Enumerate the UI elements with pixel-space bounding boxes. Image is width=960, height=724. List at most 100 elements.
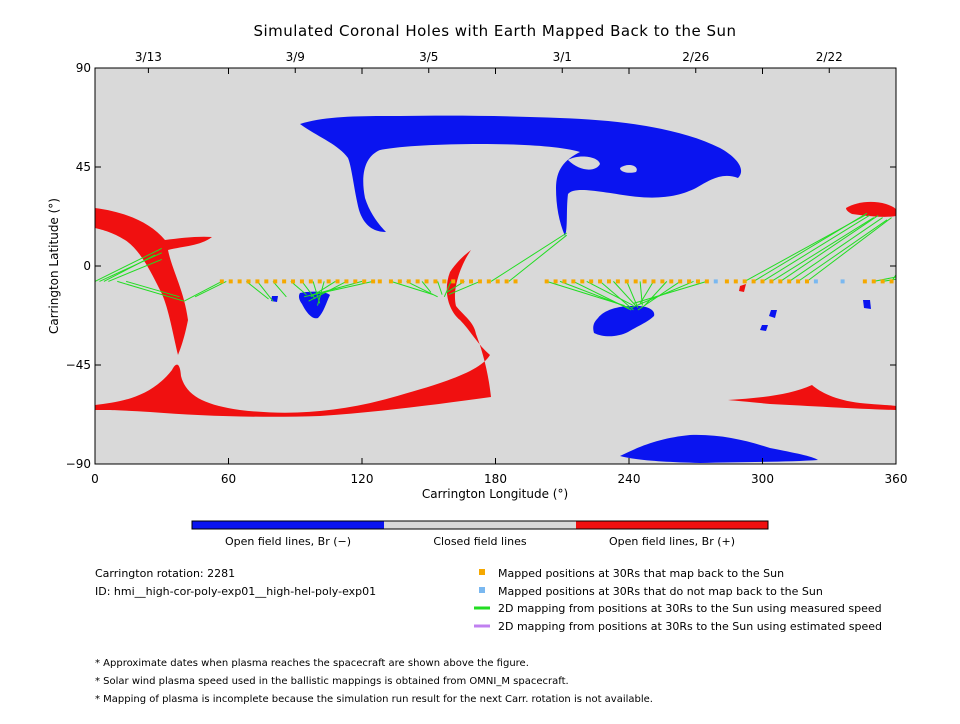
mapping-lines-layer <box>94 212 897 311</box>
x-tick-label: 180 <box>484 472 507 486</box>
mapped-back-point <box>362 279 367 284</box>
y-tick-label: 45 <box>76 160 91 174</box>
date-tick-label: 2/26 <box>682 50 709 64</box>
mapping-line <box>290 281 307 295</box>
plot-area <box>94 67 897 465</box>
mapped-back-point <box>486 279 491 284</box>
positive-coronal-hole <box>728 385 896 410</box>
polar-hole-gap-2 <box>620 165 637 173</box>
mapped-back-point <box>760 279 765 284</box>
mapped-back-point <box>353 279 358 284</box>
mapping-line <box>406 280 438 298</box>
mapped-back-point <box>335 279 340 284</box>
mapping-line <box>806 217 892 282</box>
mapped-back-point <box>424 279 429 284</box>
colorbar-positive-segment <box>576 521 768 529</box>
mapped-back-point <box>477 279 482 284</box>
mapping-line <box>639 281 654 304</box>
date-tick-label: 2/22 <box>816 50 843 64</box>
negative-coronal-hole-patch <box>863 300 871 309</box>
mapping-line <box>108 258 162 282</box>
mapped-back-point <box>769 279 774 284</box>
mapping-line <box>490 232 567 282</box>
negative-coronal-hole-patch <box>593 305 655 337</box>
run-id-text: ID: hmi__high-cor-poly-exp01__high-hel-p… <box>95 585 376 598</box>
mapping-line <box>762 214 870 282</box>
negative-coronal-hole-patch <box>760 325 768 331</box>
mapping-line <box>421 281 432 293</box>
colorbar-frame <box>191 520 769 530</box>
x-tick-label: 120 <box>351 472 374 486</box>
mapped-back-point <box>787 279 792 284</box>
mapping-line <box>390 280 434 296</box>
mapped-back-point <box>571 279 576 284</box>
mapped-back-point <box>406 279 411 284</box>
footnote-dates: * Approximate dates when plasma reaches … <box>95 658 529 669</box>
carrington-rotation-text: Carrington rotation: 2281 <box>95 567 235 580</box>
mapping-line <box>797 219 888 282</box>
mapped-back-point <box>889 279 894 284</box>
mapped-back-point <box>237 279 242 284</box>
mapping-line <box>183 280 223 302</box>
not-mapped-point <box>713 279 718 284</box>
mapped-back-point <box>687 279 692 284</box>
mapping-line <box>508 234 568 282</box>
mapping-line <box>788 217 883 282</box>
mapped-back-point <box>282 279 287 284</box>
mapped-back-point <box>273 279 278 284</box>
mapped-back-point <box>678 279 683 284</box>
mapped-points-layer <box>219 279 894 284</box>
x-tick-label: 300 <box>751 472 774 486</box>
legend-marker-not-mapped <box>479 587 485 593</box>
mapped-back-point <box>219 279 224 284</box>
y-tick-label: 0 <box>83 259 91 273</box>
mapped-back-point <box>642 279 647 284</box>
mapped-back-point <box>371 279 376 284</box>
mapping-line <box>126 280 180 298</box>
mapped-back-point <box>724 279 729 284</box>
mapping-line <box>573 280 632 311</box>
date-tick-label: 3/13 <box>135 50 162 64</box>
mapped-back-point <box>504 279 509 284</box>
mapping-line <box>272 281 287 298</box>
mapped-back-point <box>308 279 313 284</box>
x-tick-label: 60 <box>221 472 236 486</box>
mapped-back-point <box>669 279 674 284</box>
mapping-line <box>437 281 443 295</box>
mapped-back-point <box>513 279 518 284</box>
x-axis: 0 60 120 180 240 300 360 <box>91 68 907 486</box>
legend-label-mapped-back: Mapped positions at 30Rs that map back t… <box>498 567 784 580</box>
mapping-line <box>599 281 634 311</box>
colorbar-label-negative: Open field lines, Br (−) <box>225 535 351 548</box>
mapped-back-point <box>291 279 296 284</box>
positive-coronal-hole <box>739 284 746 292</box>
mapping-line <box>639 281 643 306</box>
footnote-speed-source: * Solar wind plasma speed used in the ba… <box>95 676 569 687</box>
x-axis-label: Carrington Longitude (°) <box>422 487 568 501</box>
mapped-back-point <box>469 279 474 284</box>
mapped-back-point <box>778 279 783 284</box>
mapped-back-point <box>397 279 402 284</box>
mapping-line <box>613 281 637 306</box>
y-axis-label: Carrington Latitude (°) <box>47 198 61 334</box>
not-mapped-point <box>840 279 845 284</box>
positive-coronal-hole <box>95 208 212 355</box>
legend-label-estimated: 2D mapping from positions at 30Rs to the… <box>498 620 882 633</box>
colorbar-negative-segment <box>192 521 384 529</box>
mapped-back-point <box>344 279 349 284</box>
legend: Mapped positions at 30Rs that map back t… <box>474 567 882 633</box>
colorbar-closed-segment <box>384 521 576 529</box>
mapping-line <box>194 280 227 298</box>
mapped-back-point <box>451 279 456 284</box>
mapped-back-point <box>544 279 549 284</box>
chart-title: Simulated Coronal Holes with Earth Mappe… <box>253 22 736 40</box>
negative-coronal-hole-patch <box>271 296 278 302</box>
mapped-back-point <box>326 279 331 284</box>
mapping-line <box>443 281 452 297</box>
mapping-line <box>626 281 639 308</box>
mapping-line <box>644 281 668 306</box>
y-tick-label: −90 <box>66 457 91 471</box>
mapping-line <box>873 276 897 282</box>
polar-hole-gap <box>568 156 600 170</box>
